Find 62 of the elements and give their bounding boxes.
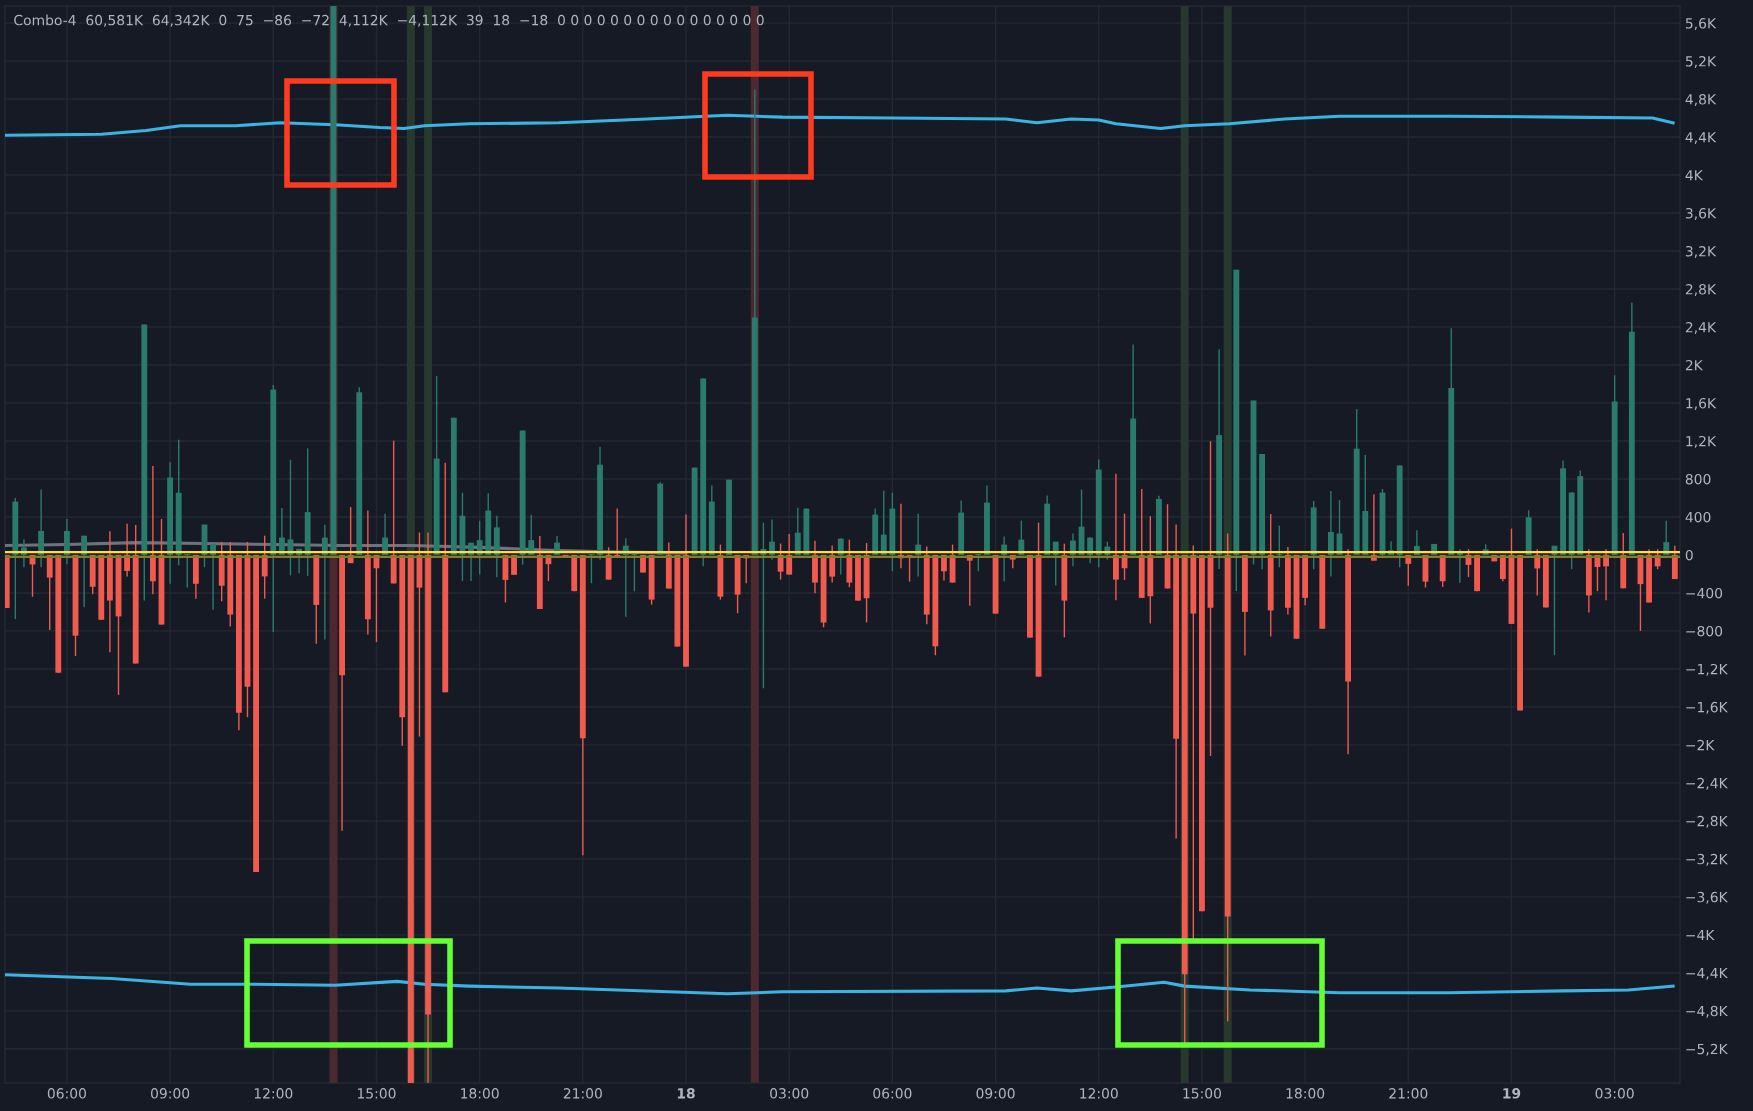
y-tick-label: 2K (1685, 359, 1704, 371)
y-tick-label: −4K (1686, 929, 1715, 941)
y-tick-label: −400 (1686, 587, 1723, 599)
y-tick-label: −1,6K (1686, 701, 1728, 714)
candlestick (46, 554, 53, 631)
candlestick (786, 533, 793, 576)
y-tick-label: −1,2K (1686, 663, 1728, 676)
y-tick-label: −800 (1686, 625, 1723, 637)
candlestick (1276, 524, 1283, 568)
y-tick-label: −5,2K (1686, 1043, 1728, 1056)
candlestick (588, 553, 595, 584)
x-tick-label: 18 (677, 1088, 695, 1099)
y-tick-label: −4,4K (1686, 967, 1728, 980)
x-tick-label: 06:00 (47, 1088, 86, 1099)
y-tick-label: −2,4K (1686, 777, 1728, 790)
x-tick-label: 21:00 (563, 1088, 602, 1099)
y-tick-label: 5,6K (1685, 18, 1717, 30)
x-tick-label: 18:00 (461, 1088, 499, 1099)
candlestick (1456, 548, 1463, 584)
candlestick (1327, 490, 1334, 578)
y-tick-label: 4,4K (1685, 132, 1717, 144)
candlestick (476, 520, 483, 576)
x-tick-label: 12:00 (254, 1088, 293, 1099)
candlestick (124, 523, 131, 578)
y-tick-label: 1,2K (1686, 435, 1717, 448)
candlestick (184, 553, 191, 589)
candlestick (631, 553, 638, 593)
x-tick-label: 03:00 (1595, 1088, 1634, 1099)
y-tick-label: 800 (1685, 473, 1711, 485)
y-tick-label: 2,4K (1685, 321, 1717, 334)
y-tick-label: 3,2K (1685, 246, 1717, 258)
y-tick-label: −3,2K (1686, 853, 1728, 866)
x-tick-label: 19 (1503, 1088, 1521, 1099)
y-tick-label: 1,6K (1686, 397, 1717, 410)
candlestick (528, 513, 535, 556)
y-tick-label: 400 (1685, 511, 1711, 523)
y-tick-label: −2K (1686, 739, 1715, 751)
y-tick-label: 5,2K (1685, 56, 1717, 68)
candlestick (829, 544, 836, 584)
x-tick-label: 15:00 (357, 1088, 396, 1099)
candlestick (81, 534, 88, 608)
x-tick-label: 09:00 (151, 1088, 190, 1099)
x-tick-label: 06:00 (873, 1088, 912, 1099)
candlestick (794, 506, 801, 556)
annotation: Combo-4 60,581K 64,342K 0 75 −86 −72 4,112K −4,112K 39 18 −18 0 0 0 0 0 0 0 0 0 0 0 0 0 0 0 0 (14, 14, 764, 27)
candlestick (880, 489, 887, 556)
x-tick-label: 15:00 (1183, 1088, 1222, 1099)
y-tick-label: 4,8K (1685, 94, 1717, 106)
y-tick-label: 3,6K (1685, 208, 1717, 220)
x-tick-label: 18:00 (1286, 1088, 1325, 1099)
y-tick-label: −3,6K (1686, 891, 1728, 904)
y-tick-label: −2,8K (1686, 815, 1728, 828)
candlestick (777, 542, 784, 581)
y-tick-label: 0 (1685, 549, 1693, 561)
y-tick-label: 4K (1685, 170, 1704, 181)
x-tick-label: 12:00 (1080, 1088, 1118, 1099)
y-tick-label: −4,8K (1686, 1005, 1728, 1018)
x-tick-label: 21:00 (1389, 1088, 1428, 1099)
y-tick-label: 2,8K (1685, 283, 1717, 296)
x-tick-label: 03:00 (770, 1088, 809, 1099)
x-tick-label: 09:00 (976, 1088, 1015, 1099)
candlestick (261, 534, 268, 600)
